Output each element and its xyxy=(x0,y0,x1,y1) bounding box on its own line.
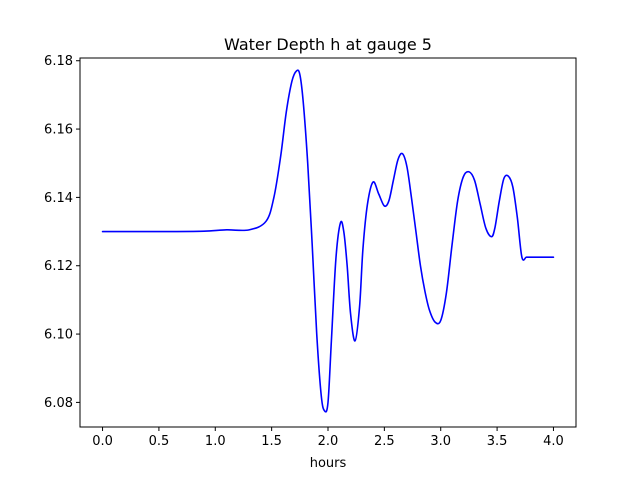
y-tick-label: 6.14 xyxy=(44,191,73,206)
x-axis: 0.0 0.5 1.0 1.5 2.0 2.5 3.0 3.5 4.0 xyxy=(92,427,564,449)
chart-title: Water Depth h at gauge 5 xyxy=(224,35,432,54)
x-tick-label: 2.0 xyxy=(318,434,339,449)
x-tick-label: 3.5 xyxy=(487,434,508,449)
y-tick-label: 6.10 xyxy=(44,328,73,343)
y-tick-label: 6.18 xyxy=(44,54,73,69)
plot-area xyxy=(101,69,555,413)
x-tick-label: 0.5 xyxy=(149,434,170,449)
series-line xyxy=(101,69,555,413)
x-tick-label: 3.0 xyxy=(430,434,451,449)
y-tick-label: 6.08 xyxy=(44,396,73,411)
x-tick-label: 0.0 xyxy=(92,434,113,449)
y-axis: 6.08 6.10 6.12 6.14 6.16 6.18 xyxy=(44,54,80,411)
x-tick-label: 1.0 xyxy=(205,434,226,449)
x-tick-label: 1.5 xyxy=(261,434,282,449)
y-tick-label: 6.12 xyxy=(44,259,73,274)
y-tick-label: 6.16 xyxy=(44,123,73,138)
x-axis-label: hours xyxy=(310,456,347,471)
x-tick-label: 2.5 xyxy=(374,434,395,449)
x-tick-label: 4.0 xyxy=(543,434,564,449)
